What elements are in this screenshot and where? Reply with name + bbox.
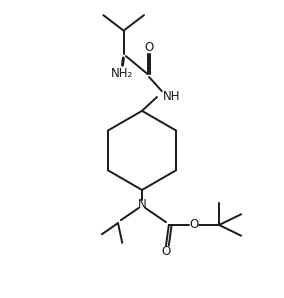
Text: NH: NH xyxy=(163,90,181,103)
Text: NH₂: NH₂ xyxy=(111,67,133,80)
Text: O: O xyxy=(161,245,171,258)
Text: O: O xyxy=(145,41,154,54)
Text: O: O xyxy=(189,218,198,232)
Text: N: N xyxy=(138,198,146,211)
